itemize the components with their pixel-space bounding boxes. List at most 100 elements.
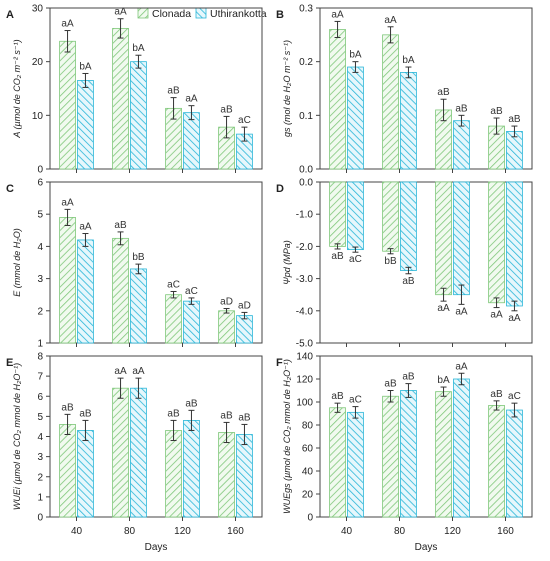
bar-uthirankotta — [130, 268, 147, 344]
panel-letter: F — [276, 357, 283, 369]
y-axis-label: E (mmol de H₂O) — [12, 228, 22, 296]
bar-uthirankotta — [400, 390, 417, 518]
bar-significance-label: aB — [331, 251, 344, 262]
bar-significance-label: aB — [220, 410, 233, 421]
x-tick-label: 80 — [124, 526, 136, 537]
bar-clonada — [112, 237, 129, 344]
y-tick-label: 3 — [37, 452, 43, 463]
bar-uthirankotta — [453, 378, 470, 518]
bar-significance-label: aD — [220, 297, 233, 308]
y-tick-label: -1.0 — [296, 210, 314, 221]
bar-clonada — [382, 181, 399, 252]
bar-clonada — [488, 181, 505, 304]
bar-uthirankotta — [347, 181, 364, 251]
y-tick-label: 4 — [37, 242, 43, 253]
bar-significance-label: aB — [238, 412, 251, 423]
bar-significance-label: aB — [490, 106, 503, 117]
x-tick-label: 40 — [71, 526, 83, 537]
y-tick-label: -3.0 — [296, 274, 314, 285]
panel-letter: B — [276, 9, 284, 21]
bar-significance-label: bA — [402, 55, 415, 66]
y-tick-label: 1 — [37, 339, 43, 350]
bar-significance-label: aC — [167, 279, 180, 290]
bar-uthirankotta — [347, 411, 364, 518]
legend-label-clonada: Clonada — [152, 8, 191, 20]
bar-uthirankotta — [130, 387, 147, 518]
bar-significance-label: aA — [79, 222, 92, 233]
y-tick-label: 100 — [296, 398, 313, 409]
bar-uthirankotta — [77, 239, 94, 344]
bar-clonada — [165, 294, 182, 344]
y-tick-label: 7 — [37, 372, 43, 383]
bar-uthirankotta — [77, 80, 94, 170]
bar-uthirankotta — [77, 430, 94, 518]
x-tick-label: 160 — [497, 526, 514, 537]
legend: Clonada Uthirankotta — [137, 7, 267, 20]
y-tick-label: 1 — [37, 492, 43, 503]
bar-clonada — [59, 217, 76, 344]
bar-significance-label: aA — [114, 366, 127, 377]
bar-uthirankotta — [506, 409, 523, 518]
bar-uthirankotta — [183, 419, 200, 518]
y-tick-label: 4 — [37, 432, 43, 443]
y-tick-label: 80 — [302, 421, 314, 432]
panel-a: 0 10 20 30 aA bA aA bA aB aA aB aC A A (µmol de CO₂ m… — [6, 4, 263, 176]
y-axis-label: gs (mol de H₂O m⁻² s⁻¹) — [282, 40, 292, 137]
bar-significance-label: aB — [167, 408, 180, 419]
bar-clonada — [382, 395, 399, 518]
y-tick-label: -2.0 — [296, 242, 314, 253]
panel-d: 0.0 -1.0 -2.0 -3.0 -4.0 -5.0 aB aC bB aB aA aA aA aA D… — [276, 178, 533, 350]
x-tick-label: 40 — [341, 526, 353, 537]
y-tick-label: 6 — [37, 178, 43, 189]
y-tick-label: 10 — [32, 111, 44, 122]
bar-significance-label: bA — [79, 61, 92, 72]
bar-clonada — [165, 430, 182, 518]
bar-significance-label: aA — [508, 313, 521, 324]
plot-frame — [319, 181, 533, 344]
bar-uthirankotta — [347, 66, 364, 170]
bar-significance-label: bA — [437, 375, 450, 386]
bar-uthirankotta — [236, 434, 253, 518]
bar-significance-label: aA — [331, 9, 344, 20]
bar-significance-label: aA — [61, 19, 74, 30]
bar-significance-label: aA — [114, 7, 127, 18]
plot-frame — [49, 181, 263, 344]
panel-letter: A — [6, 9, 14, 21]
bar-significance-label: aB — [220, 104, 233, 115]
bar-significance-label: aA — [61, 197, 74, 208]
bar-uthirankotta — [130, 61, 147, 170]
y-tick-label: 60 — [302, 444, 314, 455]
bar-uthirankotta — [400, 72, 417, 170]
x-axis-label: Days — [415, 542, 438, 553]
y-tick-label: 0.3 — [299, 4, 313, 15]
bar-significance-label: aA — [455, 361, 468, 372]
legend-label-uthirankotta: Uthirankotta — [210, 8, 267, 20]
plot-frame — [49, 7, 263, 170]
bar-clonada — [435, 181, 452, 296]
y-tick-label: 140 — [296, 352, 313, 363]
x-tick-label: 120 — [444, 526, 461, 537]
bar-significance-label: aC — [185, 286, 198, 297]
bar-clonada — [329, 181, 346, 247]
y-tick-label: -4.0 — [296, 306, 314, 317]
bar-significance-label: aA — [384, 15, 397, 26]
bar-clonada — [59, 424, 76, 518]
y-tick-label: 5 — [37, 210, 43, 221]
bar-uthirankotta — [183, 300, 200, 344]
y-tick-label: 0.1 — [299, 111, 313, 122]
y-tick-label: 5 — [37, 412, 43, 423]
bar-significance-label: aA — [437, 303, 450, 314]
bar-significance-label: aB — [490, 389, 503, 400]
bar-significance-label: aB — [61, 402, 74, 413]
plot-frame — [319, 7, 533, 170]
bar-clonada — [218, 432, 235, 518]
y-tick-label: 20 — [302, 490, 314, 501]
bar-significance-label: aB — [185, 398, 198, 409]
bar-clonada — [488, 405, 505, 518]
bar-clonada — [329, 407, 346, 518]
panel-f: 0 20 40 60 80 100 120 140 40 aB aC 80 aB aB 120 bA aA 160… — [276, 352, 533, 553]
legend-swatch-uthirankotta — [195, 7, 207, 19]
y-tick-label: 0 — [37, 513, 43, 524]
